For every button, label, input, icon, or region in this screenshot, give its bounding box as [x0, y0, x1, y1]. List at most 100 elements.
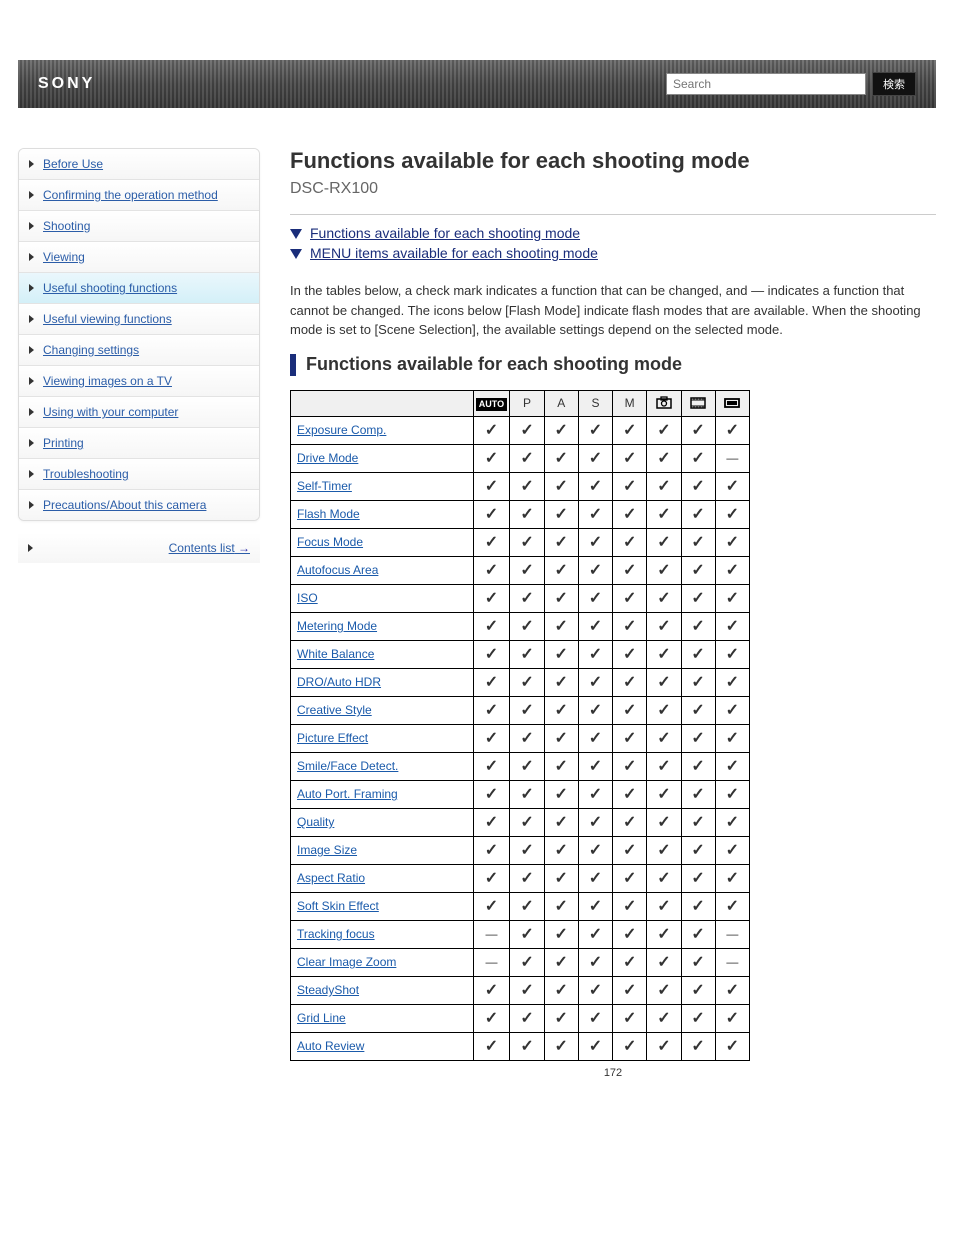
feature-link[interactable]: Exposure Comp.	[297, 423, 386, 437]
feature-cell: ✓	[578, 500, 612, 528]
feature-link[interactable]: Smile/Face Detect.	[297, 759, 398, 773]
feature-cell: ✓	[613, 444, 647, 472]
sidebar-item[interactable]: Viewing images on a TV	[19, 366, 259, 396]
accent-bar	[290, 354, 296, 376]
feature-cell: ✓	[715, 500, 749, 528]
feature-cell: ✓	[647, 892, 681, 920]
feature-cell: ✓	[544, 948, 578, 976]
feature-cell: ✓	[510, 892, 544, 920]
column-header: A	[544, 390, 578, 416]
feature-cell: ✓	[613, 920, 647, 948]
feature-cell: ✓	[715, 612, 749, 640]
search-input[interactable]	[666, 73, 866, 95]
feature-cell: ✓	[613, 696, 647, 724]
sidebar-item[interactable]: Viewing	[19, 242, 259, 272]
feature-link[interactable]: DRO/Auto HDR	[297, 675, 381, 689]
feature-link[interactable]: Grid Line	[297, 1011, 346, 1025]
feature-link[interactable]: Autofocus Area	[297, 563, 378, 577]
sidebar-item[interactable]: Changing settings	[19, 335, 259, 365]
sidebar-item[interactable]: Troubleshooting	[19, 459, 259, 489]
feature-cell: ✓	[510, 668, 544, 696]
feature-link[interactable]: ISO	[297, 591, 318, 605]
search-button[interactable]: 検索	[872, 72, 916, 96]
feature-cell: ✓	[510, 416, 544, 444]
top-bar: SONY 検索	[18, 60, 936, 108]
feature-link[interactable]: Picture Effect	[297, 731, 368, 745]
feature-cell: ✓	[647, 976, 681, 1004]
feature-link[interactable]: Quality	[297, 815, 334, 829]
feature-cell: ✓	[578, 948, 612, 976]
feature-cell: ✓	[715, 472, 749, 500]
feature-cell: ✓	[544, 724, 578, 752]
feature-cell: ✓	[613, 864, 647, 892]
sidebar-item[interactable]: Shooting	[19, 211, 259, 241]
feature-link[interactable]: Soft Skin Effect	[297, 899, 379, 913]
column-header: AUTO	[473, 390, 510, 416]
feature-cell: ✓	[647, 416, 681, 444]
feature-cell: ✓	[647, 668, 681, 696]
table-row: Exposure Comp.✓✓✓✓✓✓✓✓	[291, 416, 750, 444]
feature-cell: ✓	[544, 444, 578, 472]
feature-link[interactable]: SteadyShot	[297, 983, 359, 997]
feature-link[interactable]: Flash Mode	[297, 507, 360, 521]
feature-link[interactable]: Tracking focus	[297, 927, 375, 941]
table-row: Clear Image Zoom—✓✓✓✓✓✓—	[291, 948, 750, 976]
feature-cell: ✓	[715, 808, 749, 836]
feature-cell: ✓	[613, 1004, 647, 1032]
feature-link[interactable]: White Balance	[297, 647, 374, 661]
feature-cell: ✓	[473, 976, 510, 1004]
feature-cell: ✓	[544, 864, 578, 892]
feature-cell: ✓	[544, 836, 578, 864]
feature-cell: ✓	[715, 528, 749, 556]
sidebar-item[interactable]: Printing	[19, 428, 259, 458]
feature-link[interactable]: Aspect Ratio	[297, 871, 365, 885]
feature-cell: ✓	[578, 584, 612, 612]
feature-cell: ✓	[647, 1004, 681, 1032]
contents-list-link[interactable]: Contents list →	[18, 533, 260, 563]
feature-cell: ✓	[544, 1032, 578, 1060]
brand-logo: SONY	[38, 75, 95, 93]
sidebar-item[interactable]: Useful viewing functions	[19, 304, 259, 334]
feature-link[interactable]: Self-Timer	[297, 479, 352, 493]
table-row: Creative Style✓✓✓✓✓✓✓✓	[291, 696, 750, 724]
feature-cell: ✓	[578, 472, 612, 500]
feature-link[interactable]: Auto Port. Framing	[297, 787, 398, 801]
feature-cell: ✓	[578, 920, 612, 948]
sidebar-item[interactable]: Confirming the operation method	[19, 180, 259, 210]
feature-cell: ✓	[681, 640, 715, 668]
feature-cell: ✓	[578, 864, 612, 892]
feature-cell: ✓	[473, 836, 510, 864]
feature-link[interactable]: Focus Mode	[297, 535, 363, 549]
feature-link[interactable]: Creative Style	[297, 703, 372, 717]
feature-cell: ✓	[613, 948, 647, 976]
feature-cell: ✓	[613, 528, 647, 556]
feature-cell: ✓	[681, 556, 715, 584]
feature-cell: ✓	[647, 444, 681, 472]
column-header	[681, 390, 715, 416]
feature-link[interactable]: Image Size	[297, 843, 357, 857]
feature-cell: ✓	[647, 1032, 681, 1060]
feature-cell: ✓	[613, 892, 647, 920]
feature-cell: ✓	[544, 528, 578, 556]
feature-link[interactable]: Clear Image Zoom	[297, 955, 396, 969]
feature-link[interactable]: Auto Review	[297, 1039, 364, 1053]
feature-cell: ✓	[510, 920, 544, 948]
feature-cell: ✓	[647, 640, 681, 668]
divider	[290, 214, 936, 215]
feature-cell: ✓	[681, 836, 715, 864]
feature-cell: ✓	[715, 724, 749, 752]
sidebar-item[interactable]: Precautions/About this camera	[19, 490, 259, 520]
feature-cell: ✓	[510, 780, 544, 808]
feature-link[interactable]: Drive Mode	[297, 451, 358, 465]
feature-link[interactable]: Metering Mode	[297, 619, 377, 633]
section-link[interactable]: Functions available for each shooting mo…	[290, 225, 936, 241]
sidebar-item[interactable]: Useful shooting functions	[19, 273, 259, 303]
section-link[interactable]: MENU items available for each shooting m…	[290, 245, 936, 261]
feature-cell: ✓	[510, 444, 544, 472]
table-row: SteadyShot✓✓✓✓✓✓✓✓	[291, 976, 750, 1004]
feature-cell: ✓	[510, 976, 544, 1004]
feature-cell: ✓	[681, 864, 715, 892]
sidebar-item[interactable]: Before Use	[19, 149, 259, 179]
sidebar-item[interactable]: Using with your computer	[19, 397, 259, 427]
feature-cell: ✓	[681, 752, 715, 780]
